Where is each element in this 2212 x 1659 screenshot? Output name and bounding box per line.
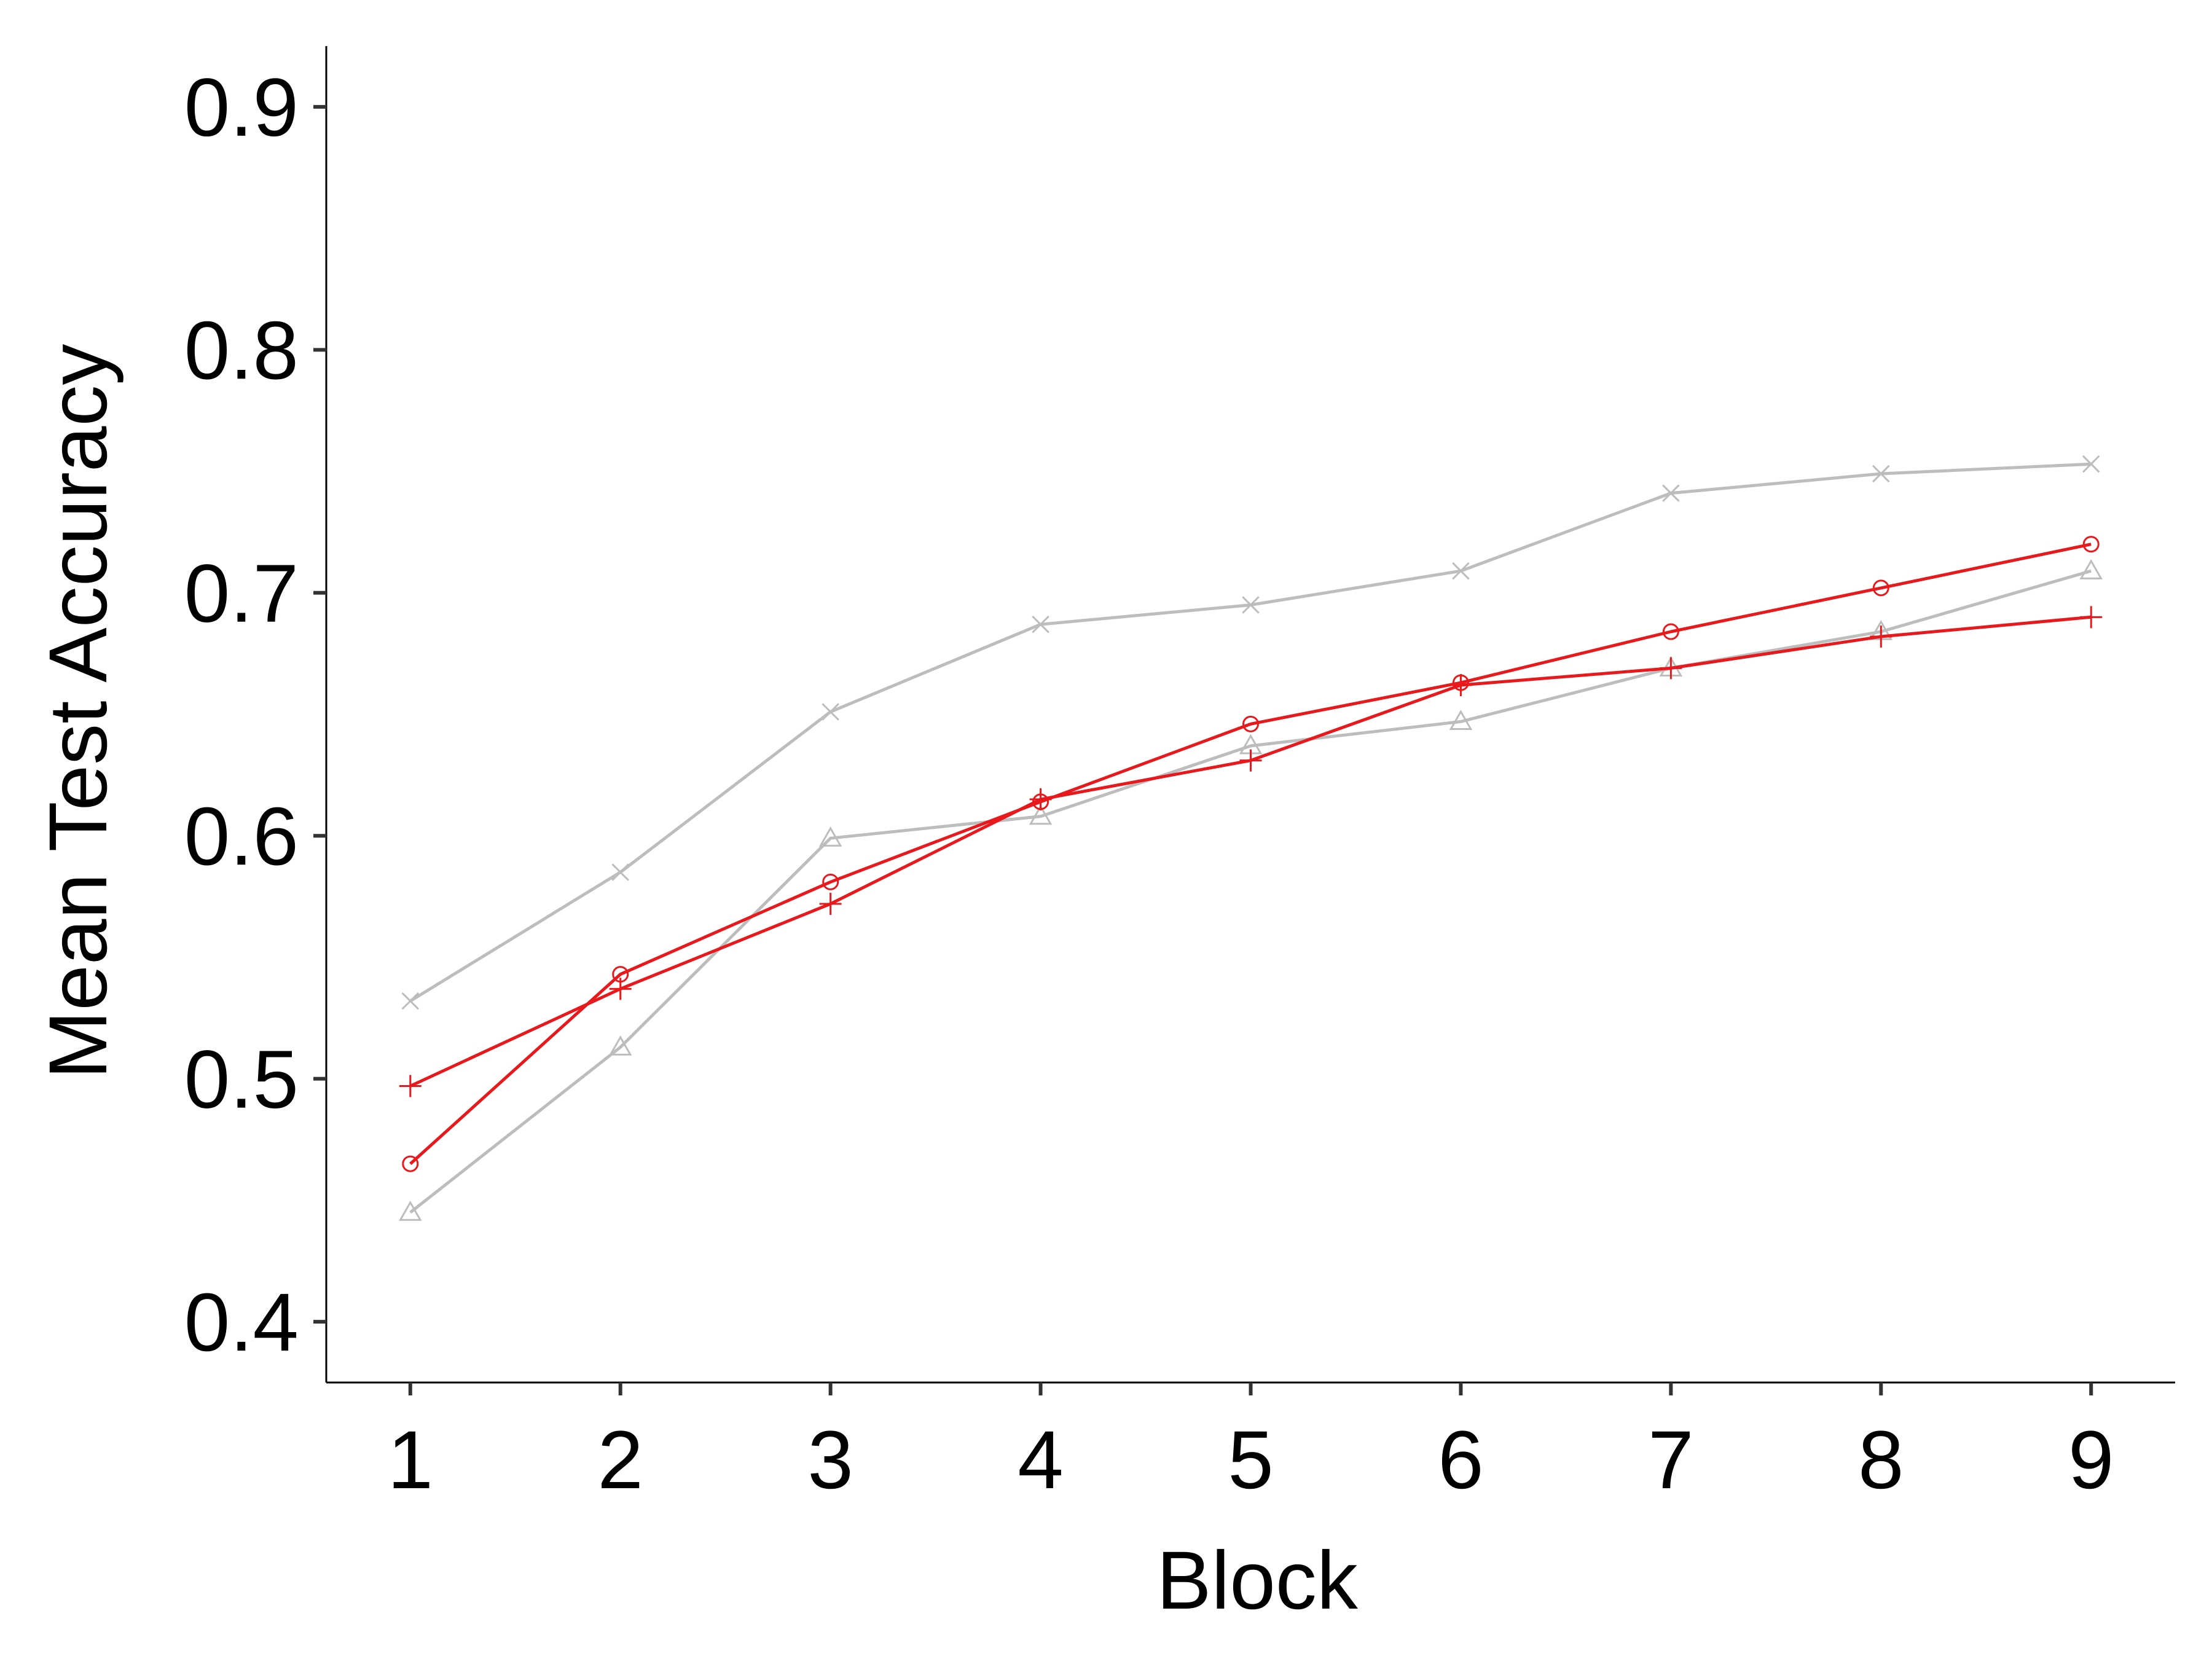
data-point [1660, 657, 1682, 680]
series-line-grey-x [409, 462, 2092, 1003]
y-tick-label: 0.5 [184, 1034, 299, 1126]
series-red-circle [402, 536, 2100, 1172]
y-tick-label: 0.6 [184, 791, 299, 882]
series-layer [398, 455, 2103, 1221]
data-point [822, 873, 839, 890]
data-point [399, 1075, 422, 1097]
series-red-plus [399, 606, 2103, 1097]
y-tick-label: 0.8 [184, 305, 299, 396]
data-point [1662, 623, 1679, 640]
x-tick-label: 6 [1438, 1414, 1484, 1506]
data-point [2080, 606, 2103, 629]
data-point [1452, 562, 1470, 580]
data-point [1029, 788, 1052, 810]
data-point [1029, 804, 1053, 825]
y-tick-label: 0.9 [184, 62, 299, 154]
data-point [1872, 465, 1890, 483]
data-point [401, 992, 420, 1010]
y-tick-label: 0.4 [184, 1277, 299, 1368]
data-point [1242, 715, 1259, 732]
x-tick-label: 5 [1228, 1414, 1274, 1506]
x-tick-label: 8 [1858, 1414, 1904, 1506]
data-point [2079, 559, 2103, 579]
series-grey-triangle [398, 559, 2103, 1221]
data-point [1449, 674, 1472, 697]
data-point [398, 1200, 422, 1221]
x-tick-label: 4 [1018, 1414, 1064, 1506]
data-point [822, 703, 839, 721]
x-tick-label: 2 [597, 1414, 643, 1506]
data-point [1032, 615, 1049, 633]
data-point [1870, 625, 1892, 648]
data-point [2082, 455, 2100, 473]
data-point [819, 892, 842, 915]
data-point [608, 1035, 632, 1056]
data-point [609, 978, 632, 1000]
series-line-red-circle [409, 543, 2092, 1165]
data-point [1242, 596, 1260, 614]
y-tick-label: 0.7 [184, 548, 299, 640]
data-point [1449, 710, 1473, 731]
series-line-grey-triangle [409, 569, 2092, 1214]
data-point [1872, 579, 1889, 597]
x-tick-label: 9 [2068, 1414, 2114, 1506]
data-point [2082, 536, 2100, 553]
data-point [1239, 749, 1262, 772]
data-point [611, 863, 629, 881]
series-line-red-plus [409, 615, 2092, 1088]
data-point [818, 826, 842, 847]
x-axis-title: Block [1156, 1535, 1359, 1626]
y-axis-title: Mean Test Accuracy [33, 344, 124, 1080]
x-tick-label: 7 [1648, 1414, 1694, 1506]
data-point [402, 1155, 419, 1172]
data-point [1662, 484, 1680, 502]
axes: 0.4 0.5 0.6 0.7 0.8 0.9 1 2 3 4 5 6 7 8 9 [184, 46, 2175, 1506]
series-grey-x [401, 455, 2100, 1010]
x-tick-label: 3 [807, 1414, 853, 1506]
x-tick-label: 1 [388, 1414, 434, 1506]
